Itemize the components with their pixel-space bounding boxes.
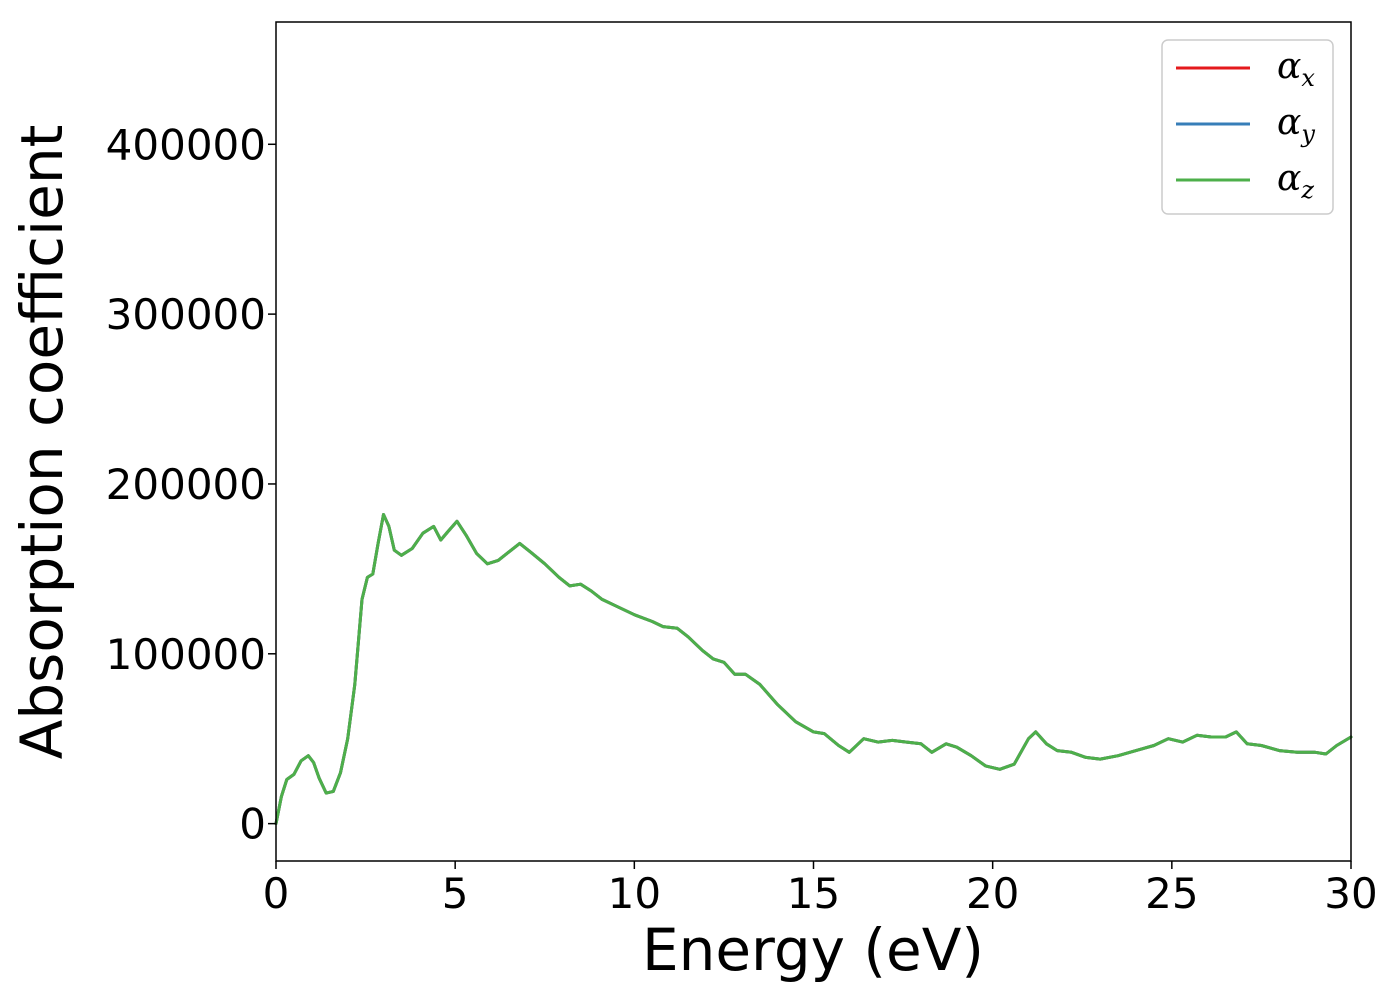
y-axis-title: Absorption coefficient <box>8 125 76 760</box>
x-tick-label: 20 <box>966 869 1019 918</box>
x-tick-label: 0 <box>263 869 290 918</box>
legend-entries: αx αy αz <box>1176 46 1315 204</box>
legend-label-alpha-z: αz <box>1277 158 1314 204</box>
x-axis-ticks: 0 5 10 15 20 25 30 <box>263 861 1378 918</box>
y-axis-ticks: 0 100000 200000 300000 400000 <box>106 120 276 849</box>
legend-box <box>1161 39 1334 215</box>
y-tick-label: 0 <box>239 800 266 849</box>
legend: αx αy αz <box>1161 39 1334 215</box>
x-tick-label: 15 <box>787 869 840 918</box>
series-line-alpha-z <box>274 513 1353 826</box>
legend-label-alpha-y: αy <box>1277 102 1315 148</box>
x-tick-label: 5 <box>442 869 469 918</box>
y-tick-label: 100000 <box>106 630 266 679</box>
y-tick-label: 300000 <box>106 290 266 339</box>
x-tick-label: 30 <box>1324 869 1377 918</box>
x-tick-label: 10 <box>608 869 661 918</box>
y-tick-label: 400000 <box>106 120 266 169</box>
x-tick-label: 25 <box>1145 869 1198 918</box>
x-axis-title: Energy (eV) <box>642 916 984 984</box>
legend-label-alpha-x: αx <box>1277 46 1315 92</box>
series-layer <box>274 513 1353 826</box>
y-tick-label: 200000 <box>106 460 266 509</box>
